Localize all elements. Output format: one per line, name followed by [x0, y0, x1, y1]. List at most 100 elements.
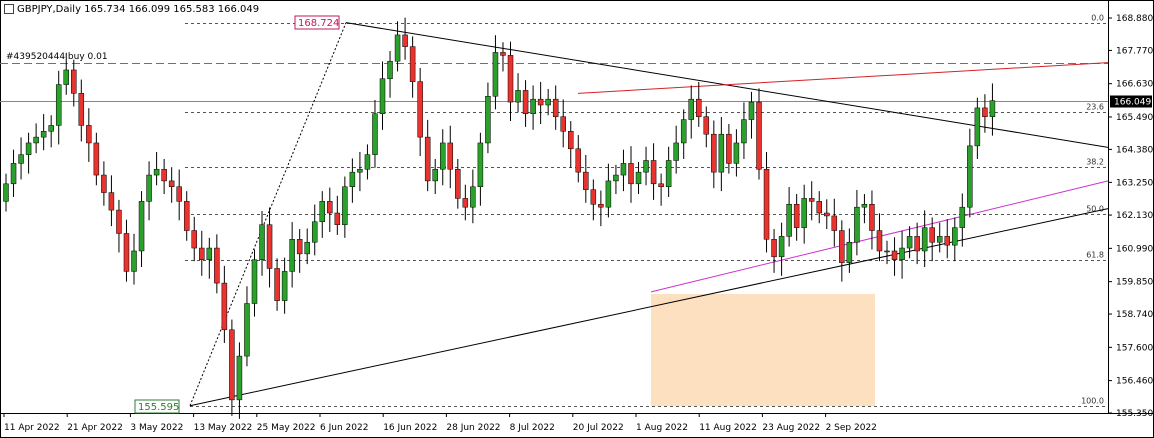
candle: [583, 154, 589, 203]
candle: [658, 173, 664, 206]
candle: [846, 228, 853, 273]
ascending-trendline: [189, 208, 1109, 407]
candle: [161, 159, 167, 195]
candle: [959, 193, 966, 247]
candle: [575, 135, 582, 183]
candle: [289, 222, 295, 288]
candle: [741, 102, 747, 160]
candle: [929, 217, 935, 262]
x-tick-label: 28 Jun 2022: [446, 423, 500, 433]
y-tick-label: 162.130: [1116, 211, 1153, 221]
candle: [236, 342, 243, 419]
candle: [394, 21, 401, 72]
candle: [861, 194, 868, 224]
candle: [25, 132, 32, 174]
candle: [327, 187, 333, 232]
candle: [417, 67, 423, 157]
y-tick-label: 166.630: [1116, 80, 1153, 90]
candle: [372, 100, 378, 168]
x-tick-label: 1 Aug 2022: [636, 423, 688, 433]
candle: [304, 228, 310, 265]
candle: [33, 123, 39, 154]
candle: [101, 161, 107, 206]
candle: [590, 179, 597, 221]
candle: [899, 230, 905, 279]
candle: [3, 173, 9, 212]
candle: [628, 146, 634, 203]
candle: [116, 199, 122, 253]
candle: [816, 191, 822, 224]
candle: [891, 237, 898, 276]
x-tick-label: 11 Apr 2022: [4, 423, 60, 433]
fib-anchor-line: [189, 22, 347, 406]
candle: [921, 210, 928, 268]
candle: [311, 204, 318, 256]
candle: [989, 83, 996, 136]
candle: [771, 229, 777, 273]
candle: [620, 149, 627, 192]
candle: [387, 50, 393, 98]
fib-level-label: 100.0: [1081, 397, 1104, 406]
candle: [470, 169, 476, 224]
y-tick-label: 155.350: [1116, 409, 1153, 419]
x-tick-label: 3 May 2022: [130, 423, 183, 433]
candle: [598, 190, 604, 227]
candle: [869, 190, 875, 250]
candle: [447, 125, 454, 189]
candle: [763, 152, 770, 253]
candle: [786, 187, 792, 247]
x-tick-label: 23 Aug 2022: [762, 423, 820, 433]
x-tick-label: 11 Aug 2022: [699, 423, 757, 433]
candle: [229, 319, 235, 416]
candle: [455, 159, 461, 209]
candle: [688, 85, 694, 139]
candle: [884, 240, 890, 265]
candle: [974, 97, 981, 160]
y-tick-label: 168.880: [1116, 14, 1153, 24]
candle: [982, 94, 988, 133]
x-tick-label: 25 May 2022: [257, 423, 316, 433]
candle: [854, 189, 860, 256]
candle: [18, 137, 24, 180]
candle: [778, 222, 785, 276]
candle: [281, 257, 288, 314]
candle: [545, 88, 551, 116]
order-label: #439520444 buy 0.01: [6, 52, 108, 62]
candle: [733, 129, 740, 177]
candle: [808, 181, 815, 221]
candle: [199, 230, 205, 276]
candle: [643, 146, 649, 186]
candle: [334, 195, 341, 235]
x-tick-label: 8 Jul 2022: [510, 423, 555, 433]
candle: [138, 191, 145, 268]
candle: [191, 216, 197, 262]
candle: [952, 217, 958, 262]
candle: [665, 146, 672, 197]
candle: [439, 129, 446, 186]
candle: [251, 249, 258, 317]
candle: [477, 132, 484, 206]
candle: [673, 125, 679, 174]
candle: [146, 161, 152, 221]
candle: [748, 91, 755, 139]
y-tick-label: 157.600: [1116, 343, 1153, 353]
low-marker-box: [134, 399, 180, 414]
candle: [793, 194, 800, 241]
candle: [409, 36, 416, 98]
candle: [650, 143, 657, 200]
x-tick-label: 16 Jun 2022: [383, 423, 437, 433]
candle: [131, 233, 137, 285]
candle: [63, 52, 69, 95]
y-tick-label: 165.490: [1116, 113, 1153, 123]
low-marker-label: 155.595: [138, 402, 179, 413]
chart-window-icon: [4, 4, 14, 14]
candle: [93, 132, 100, 186]
candle: [613, 164, 619, 195]
candle: [379, 61, 386, 130]
y-tick-label: 158.740: [1116, 310, 1153, 320]
candle: [78, 79, 85, 142]
candle: [424, 119, 431, 192]
y-tick-label: 159.850: [1116, 278, 1153, 288]
current-price-label: 166.049: [1114, 98, 1151, 108]
